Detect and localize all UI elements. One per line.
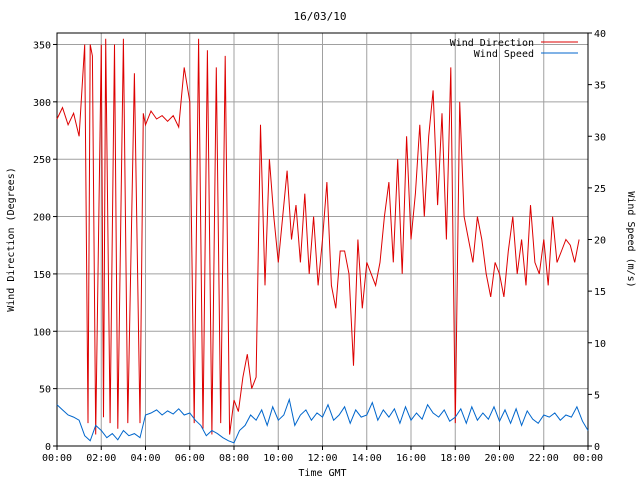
y-left-tick-label: 200 (33, 213, 51, 224)
x-tick-label: 22:00 (529, 453, 559, 464)
y-right-tick-label: 25 (594, 184, 606, 195)
y-left-tick-label: 0 (45, 442, 51, 453)
y-right-tick-label: 0 (594, 442, 600, 453)
x-tick-label: 12:00 (307, 453, 337, 464)
y-left-axis-ticks: 0 50 100 150 200 250 300 350 (33, 40, 57, 453)
y-left-tick-label: 50 (39, 385, 51, 396)
y-left-tick-label: 350 (33, 40, 51, 51)
y-right-tick-label: 40 (594, 29, 606, 40)
x-tick-label: 00:00 (42, 453, 72, 464)
legend: Wind Direction Wind Speed (450, 38, 578, 60)
legend-label-speed: Wind Speed (474, 49, 534, 60)
y-right-tick-label: 5 (594, 390, 600, 401)
x-tick-label: 14:00 (352, 453, 382, 464)
x-tick-label: 20:00 (484, 453, 514, 464)
x-tick-label: 06:00 (175, 453, 205, 464)
x-tick-label: 08:00 (219, 453, 249, 464)
x-axis-ticks: 00:00 02:00 04:00 06:00 08:00 10:00 12:00 14:00… (42, 446, 603, 464)
x-tick-label: 04:00 (130, 453, 160, 464)
y-right-tick-label: 35 (594, 81, 606, 92)
y-left-tick-label: 250 (33, 155, 51, 166)
y-right-tick-label: 10 (594, 339, 606, 350)
legend-label-direction: Wind Direction (450, 38, 534, 49)
y-left-tick-label: 300 (33, 98, 51, 109)
x-tick-label: 16:00 (396, 453, 426, 464)
y-right-tick-label: 15 (594, 287, 606, 298)
series-line-wind-speed (56, 397, 589, 444)
y-right-tick-label: 20 (594, 236, 606, 247)
chart-title: 16/03/10 (294, 10, 347, 23)
series-layer (56, 38, 589, 444)
x-axis-label: Time GMT (298, 468, 346, 479)
y-left-axis-label: Wind Direction (Degrees) (6, 167, 17, 312)
series-line-wind-direction (56, 38, 580, 435)
x-tick-label: 02:00 (86, 453, 116, 464)
y-right-axis-label: Wind Speed (m/s) (625, 191, 636, 287)
y-left-tick-label: 150 (33, 270, 51, 281)
x-tick-label: 18:00 (440, 453, 470, 464)
y-left-tick-label: 100 (33, 327, 51, 338)
x-tick-label: 10:00 (263, 453, 293, 464)
y-right-axis-ticks: 0 5 10 15 20 25 30 35 40 (588, 29, 606, 453)
y-right-tick-label: 30 (594, 132, 606, 143)
x-tick-label: 00:00 (573, 453, 603, 464)
